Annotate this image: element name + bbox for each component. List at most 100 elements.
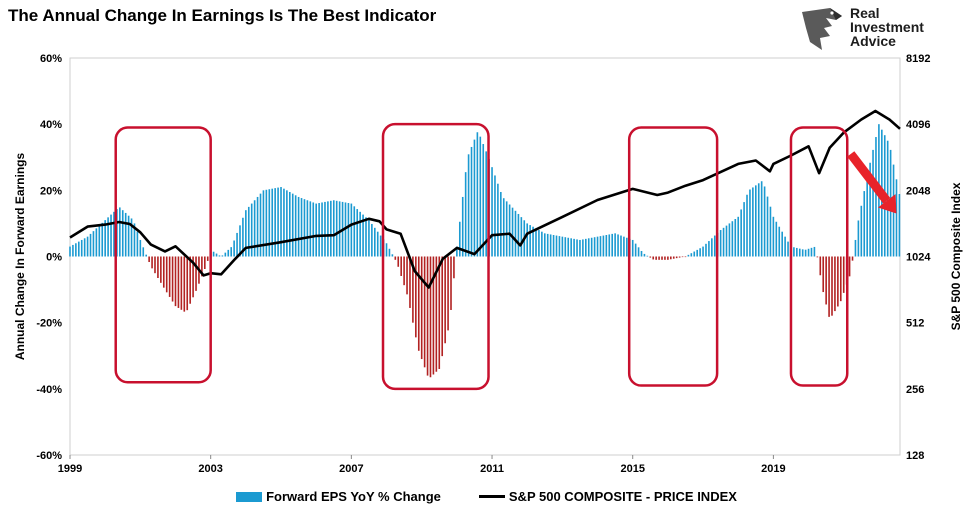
eps-bar <box>291 193 294 257</box>
eps-bar <box>412 256 414 323</box>
eps-bar <box>353 206 356 257</box>
legend-label-eps: Forward EPS YoY % Change <box>266 489 441 504</box>
eps-bar <box>104 220 106 257</box>
y-left-tick-label: -60% <box>36 450 62 462</box>
eps-bar <box>579 239 581 257</box>
eps-bar <box>787 241 789 257</box>
eps-bar <box>895 179 898 257</box>
x-tick-label: 2011 <box>480 463 504 475</box>
logo-line-2: Investment <box>850 19 924 35</box>
y-right-tick-label: 1024 <box>906 252 931 264</box>
eps-bar <box>567 237 570 257</box>
eps-bar <box>722 227 725 257</box>
eps-bar <box>711 238 713 257</box>
eps-bar <box>456 246 458 257</box>
eps-bar <box>734 219 737 257</box>
eps-bar <box>543 233 546 257</box>
eps-bar <box>491 167 493 257</box>
logo-line-1: Real <box>850 5 880 21</box>
eps-bar <box>309 201 312 257</box>
eps-bar <box>321 202 323 257</box>
eps-bar <box>623 236 625 257</box>
eps-bar <box>485 151 487 257</box>
eps-bar <box>866 176 868 257</box>
eps-bar <box>737 216 740 257</box>
eps-bar <box>842 256 845 293</box>
eps-bar <box>409 256 411 308</box>
eps-bar <box>582 239 584 257</box>
y-right-tick-label: 256 <box>906 384 924 396</box>
eps-bar <box>631 239 634 257</box>
eps-bar <box>145 254 147 257</box>
eps-bar <box>743 202 745 257</box>
eps-bar <box>655 256 657 260</box>
eps-bar <box>532 226 534 257</box>
eps-bar <box>397 256 400 267</box>
y-right-tick-label: 2048 <box>906 185 930 197</box>
eps-bar <box>757 183 760 257</box>
eps-bar <box>505 201 508 257</box>
eps-bar <box>611 233 613 257</box>
eps-bar <box>453 256 455 279</box>
legend-entry-eps: Forward EPS YoY % Change <box>236 489 441 504</box>
eps-bar <box>239 225 241 257</box>
logo-text: Real Investment Advice <box>850 6 924 48</box>
eps-bar <box>696 249 698 257</box>
chart-legend: Forward EPS YoY % Change S&P 500 COMPOSI… <box>0 489 973 504</box>
eps-bar <box>804 249 807 257</box>
eps-bar <box>236 232 238 257</box>
eps-bar <box>69 246 71 257</box>
eps-bar <box>590 237 593 257</box>
eps-bar <box>810 247 813 257</box>
x-tick-label: 2003 <box>198 463 222 475</box>
eps-bar <box>315 203 317 257</box>
eps-bar <box>429 256 432 378</box>
eps-bar <box>555 235 558 257</box>
eps-bar <box>294 195 297 257</box>
eps-bar <box>643 253 646 257</box>
eps-bar <box>180 256 183 310</box>
eps-bar <box>426 256 429 376</box>
eps-bar <box>473 139 476 257</box>
eps-bar <box>400 256 402 276</box>
eps-bar <box>529 225 531 257</box>
eps-bar <box>212 251 215 257</box>
y-right-tick-label: 8192 <box>906 53 930 65</box>
eps-bar <box>177 256 180 308</box>
eps-bar <box>740 209 742 257</box>
eps-bar <box>394 256 397 260</box>
x-tick-label: 2015 <box>620 463 644 475</box>
eps-bar <box>250 203 253 257</box>
eps-bar <box>476 132 479 257</box>
eps-bar <box>667 256 669 260</box>
eps-bar <box>415 256 417 338</box>
y-left-tick-label: 20% <box>40 185 62 197</box>
eps-bar <box>95 228 98 257</box>
eps-bar <box>541 231 543 257</box>
eps-bar <box>837 256 839 307</box>
eps-bar <box>784 236 786 257</box>
eps-bar <box>831 256 833 316</box>
eps-bar <box>839 256 842 302</box>
eps-bar <box>872 149 874 257</box>
eps-bar <box>558 236 561 257</box>
eps-bar <box>124 212 127 257</box>
eps-bar <box>526 223 529 257</box>
eps-bar <box>464 172 467 257</box>
eps-bar <box>417 256 420 351</box>
eps-bar <box>549 234 552 257</box>
eps-bar <box>312 202 315 257</box>
eps-bar <box>133 223 136 257</box>
eps-bar <box>614 233 616 257</box>
eps-bar <box>699 248 701 257</box>
eps-bar <box>705 243 707 257</box>
eps-bar <box>848 256 851 277</box>
eps-bar <box>447 256 449 331</box>
eps-bar <box>324 201 326 257</box>
eps-bar <box>599 236 602 257</box>
eps-bar <box>86 236 89 257</box>
eps-bar <box>755 185 757 257</box>
eps-bar <box>359 211 361 257</box>
eps-bar <box>306 200 309 257</box>
eps-bar <box>854 239 857 257</box>
